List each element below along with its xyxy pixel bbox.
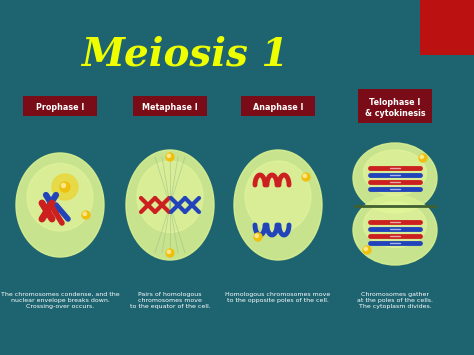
Circle shape (419, 154, 427, 162)
FancyBboxPatch shape (420, 0, 474, 55)
Circle shape (364, 247, 367, 250)
Circle shape (52, 174, 78, 200)
Circle shape (83, 212, 86, 215)
Ellipse shape (353, 143, 437, 213)
Ellipse shape (27, 163, 93, 231)
Circle shape (166, 249, 174, 257)
FancyBboxPatch shape (241, 96, 315, 116)
Ellipse shape (126, 150, 214, 260)
Circle shape (420, 155, 423, 158)
Text: Chromosomes gather
at the poles of the cells.
The cytoplasm divides.: Chromosomes gather at the poles of the c… (357, 292, 433, 308)
Ellipse shape (234, 150, 322, 260)
Circle shape (363, 246, 371, 254)
Text: Prophase I: Prophase I (36, 104, 84, 113)
Text: The chromosomes condense, and the
nuclear envelope breaks down.
Crossing-over oc: The chromosomes condense, and the nuclea… (0, 292, 119, 308)
Ellipse shape (364, 150, 427, 196)
FancyBboxPatch shape (23, 96, 97, 116)
Text: Meiosis 1: Meiosis 1 (82, 36, 289, 74)
Circle shape (302, 173, 310, 181)
Circle shape (62, 184, 65, 187)
Text: Pairs of homologous
chromosomes move
to the equator of the cell.: Pairs of homologous chromosomes move to … (129, 292, 210, 308)
Ellipse shape (353, 195, 437, 265)
Text: Anaphase I: Anaphase I (253, 104, 303, 113)
Text: Metaphase I: Metaphase I (142, 104, 198, 113)
Ellipse shape (364, 202, 427, 247)
Circle shape (60, 182, 70, 192)
FancyBboxPatch shape (358, 89, 432, 123)
Text: Telophase I
& cytokinesis: Telophase I & cytokinesis (365, 98, 425, 118)
Circle shape (255, 234, 258, 237)
Ellipse shape (245, 161, 311, 233)
Ellipse shape (137, 161, 203, 233)
Ellipse shape (16, 153, 104, 257)
Text: Homologous chromosomes move
to the opposite poles of the cell.: Homologous chromosomes move to the oppos… (225, 292, 331, 303)
FancyBboxPatch shape (133, 96, 207, 116)
Circle shape (167, 154, 170, 157)
Circle shape (254, 233, 262, 241)
Circle shape (167, 250, 170, 253)
Circle shape (303, 174, 306, 178)
Circle shape (166, 153, 174, 161)
Circle shape (82, 211, 90, 219)
